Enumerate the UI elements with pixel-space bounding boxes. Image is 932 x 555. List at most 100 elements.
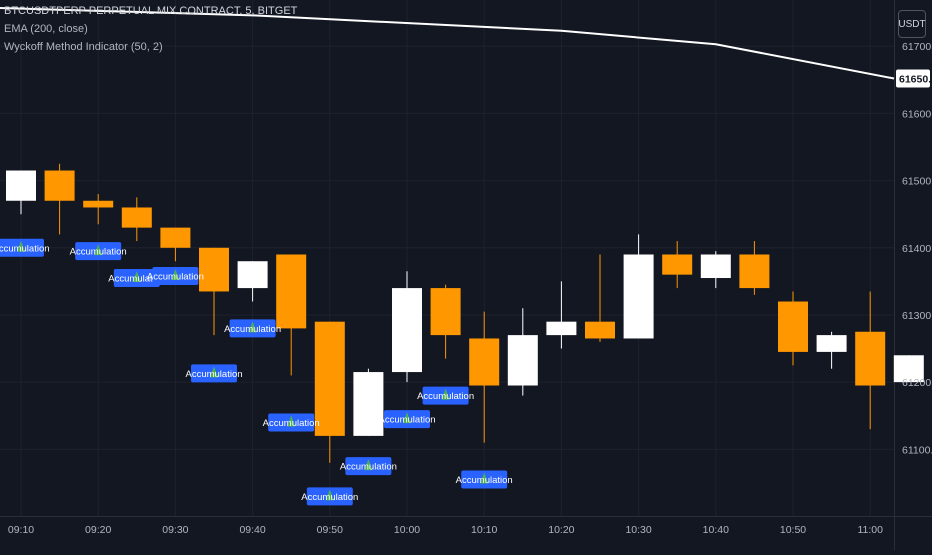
- x-tick-label: 10:50: [780, 524, 806, 536]
- y-tick-label: 61300.0: [902, 310, 932, 322]
- candles: [6, 163, 924, 463]
- accumulation-label[interactable]: Accumulation: [456, 470, 513, 489]
- candle[interactable]: [739, 241, 770, 295]
- candle[interactable]: [121, 197, 152, 242]
- up-arrow-icon: [17, 240, 25, 252]
- x-tick-label: 10:10: [471, 524, 497, 536]
- x-tick-label: 10:40: [703, 524, 729, 536]
- up-arrow-icon: [480, 472, 489, 484]
- candle[interactable]: [700, 251, 731, 289]
- accumulation-label[interactable]: Accumulation: [417, 386, 474, 405]
- label-text: Accumulation: [0, 243, 50, 254]
- up-arrow-icon: [94, 244, 103, 256]
- candle[interactable]: [778, 291, 808, 366]
- label-text: Accumulation: [147, 271, 204, 282]
- candle-body: [83, 200, 114, 208]
- label-text: Accumulation: [185, 369, 242, 380]
- x-tick-label: 10:20: [548, 524, 574, 536]
- x-axis[interactable]: 09:10 09:20 09:30 09:40 09:50 10:00 10:10 10:20…: [8, 524, 883, 536]
- chart-legend: BTCUSDTPERP PERPETUAL MIX CONTRACT, 5, B…: [4, 2, 297, 56]
- candle-body: [700, 254, 731, 279]
- candle-body: [353, 372, 384, 436]
- accumulation-label[interactable]: Accumulation: [301, 487, 358, 506]
- candle[interactable]: [199, 247, 229, 336]
- ema-line: [0, 6, 895, 80]
- candle-body: [585, 321, 615, 339]
- candle-body: [6, 170, 36, 201]
- accumulation-label[interactable]: Accumulation: [70, 242, 127, 261]
- price-label-box: [896, 69, 930, 88]
- accumulation-label[interactable]: Accumulation: [263, 413, 320, 432]
- candle[interactable]: [546, 281, 577, 349]
- candle[interactable]: [276, 254, 307, 376]
- label-text: Accumulation: [417, 391, 474, 402]
- up-arrow-icon: [364, 459, 373, 471]
- candle[interactable]: [585, 254, 615, 342]
- currency-button[interactable]: USDT: [898, 10, 926, 38]
- candle[interactable]: [6, 170, 36, 215]
- up-arrow-icon: [287, 415, 296, 427]
- x-tick-label: 09:20: [85, 524, 111, 536]
- label-text: Accumulation: [340, 462, 397, 473]
- candle-body: [662, 254, 693, 275]
- x-tick-label: 10:30: [625, 524, 651, 536]
- candle-body: [199, 247, 229, 292]
- candle[interactable]: [430, 284, 461, 359]
- candle-body: [816, 335, 847, 352]
- accumulation-label[interactable]: Accumulation: [185, 364, 243, 383]
- indicator-wyckoff[interactable]: Wyckoff Method Indicator (50, 2): [4, 41, 163, 53]
- candle-body: [739, 254, 770, 289]
- label-text: Accumulation: [263, 418, 320, 429]
- indicator-ema[interactable]: EMA (200, close): [4, 23, 88, 35]
- x-tick-label: 09:50: [317, 524, 343, 536]
- candle[interactable]: [662, 241, 693, 289]
- y-tick-label: 61500.0: [902, 176, 932, 188]
- label-text: Accumulation: [378, 415, 435, 426]
- accumulation-label[interactable]: Accumulation: [378, 410, 436, 429]
- label-text: Accumulation: [456, 475, 513, 486]
- candle-body: [855, 331, 886, 386]
- accumulation-label[interactable]: Accumulation: [108, 269, 165, 288]
- accumulation-label[interactable]: Accumulation: [224, 319, 281, 338]
- candle[interactable]: [623, 234, 654, 339]
- up-arrow-icon: [132, 271, 141, 283]
- candle-body: [44, 170, 75, 201]
- accumulation-label[interactable]: Accumulation: [340, 457, 397, 476]
- price-label-text: 61650.2: [899, 73, 932, 85]
- candle[interactable]: [44, 163, 75, 235]
- candle[interactable]: [893, 355, 924, 383]
- up-arrow-icon: [403, 412, 411, 424]
- up-arrow-icon: [171, 268, 180, 280]
- current-price-label: 61650.2: [896, 69, 932, 88]
- candle-body: [237, 261, 268, 289]
- candle[interactable]: [160, 227, 191, 262]
- candle-body: [276, 254, 307, 329]
- x-tick-label: 10:00: [394, 524, 420, 536]
- accumulation-label[interactable]: Accumulation: [0, 238, 50, 257]
- candle-body: [778, 301, 808, 352]
- accumulation-label[interactable]: Accumulation: [147, 266, 204, 285]
- candle[interactable]: [507, 308, 538, 396]
- x-tick-label: 09:10: [8, 524, 34, 536]
- candle[interactable]: [392, 271, 422, 383]
- candle-body: [160, 227, 191, 248]
- candle[interactable]: [855, 291, 886, 430]
- symbol-title[interactable]: BTCUSDTPERP PERPETUAL MIX CONTRACT, 5, B…: [4, 5, 298, 17]
- up-arrow-icon: [325, 489, 334, 501]
- y-axis[interactable]: 61100.0 61200.0 61300.0 61400.0 61500.0 61600…: [902, 41, 932, 456]
- x-tick-label: 09:40: [239, 524, 265, 536]
- label-text: Accumulation: [108, 274, 165, 285]
- candle[interactable]: [469, 311, 500, 443]
- candle[interactable]: [237, 261, 268, 302]
- candle[interactable]: [83, 194, 114, 225]
- candle[interactable]: [816, 331, 847, 369]
- candle-body: [546, 321, 577, 336]
- label-text: Accumulation: [70, 247, 127, 258]
- candle[interactable]: [353, 368, 384, 436]
- candle[interactable]: [314, 321, 345, 463]
- candle-body: [314, 321, 345, 436]
- y-tick-label: 61100.0: [902, 444, 932, 456]
- x-tick-label: 11:00: [857, 524, 883, 536]
